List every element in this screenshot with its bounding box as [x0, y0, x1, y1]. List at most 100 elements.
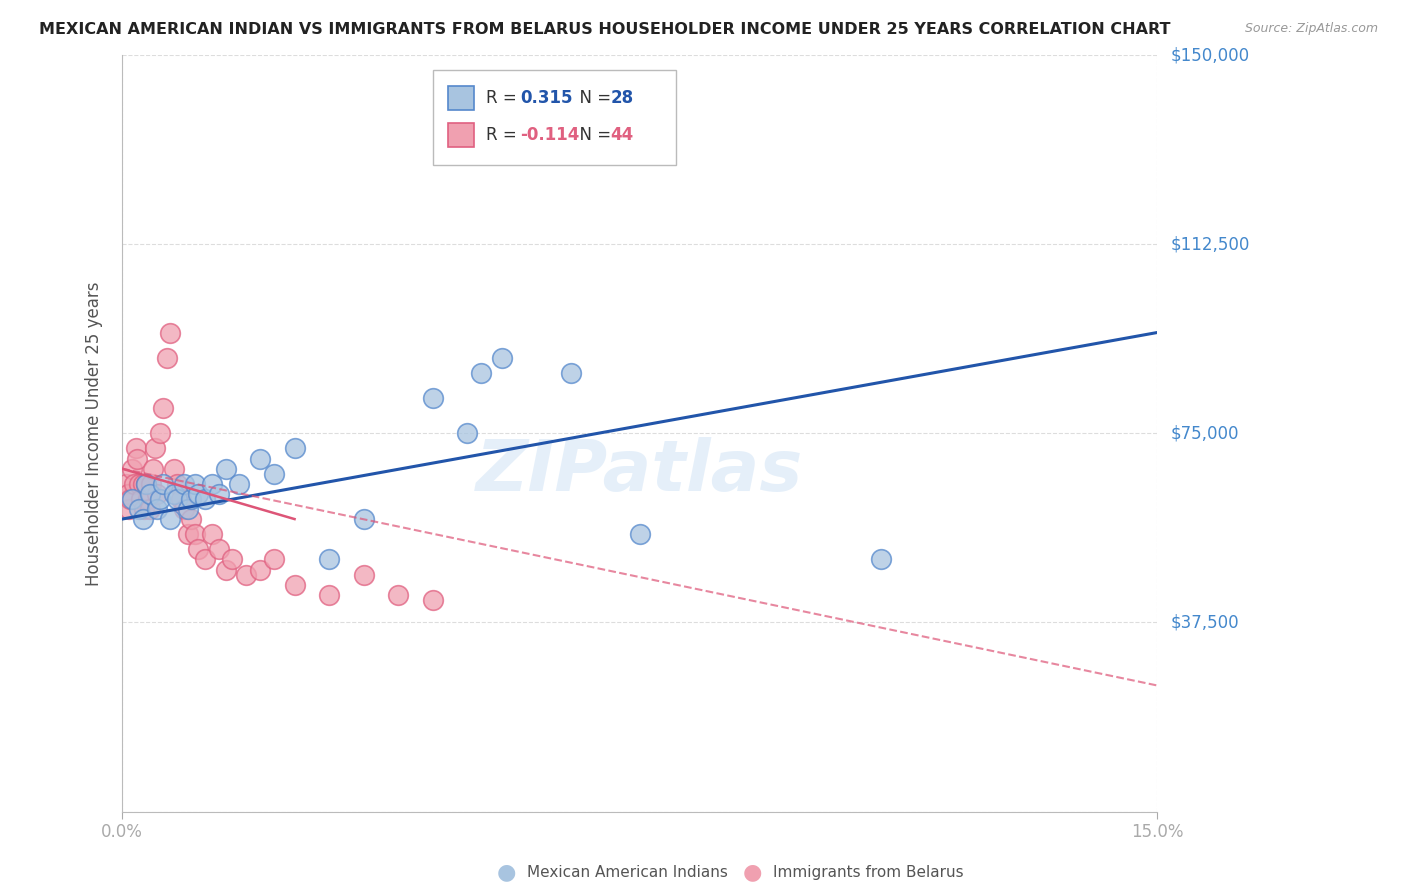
Point [120, 491, 142, 506]
Point [166, 491, 188, 506]
Text: ●: ● [496, 863, 516, 882]
Point [173, 476, 195, 491]
Point [628, 527, 651, 541]
FancyBboxPatch shape [449, 87, 474, 111]
Text: $112,500: $112,500 [1171, 235, 1250, 253]
Point [284, 577, 307, 591]
Point [194, 552, 217, 566]
Point [263, 552, 285, 566]
Point [208, 487, 231, 501]
Point [128, 502, 150, 516]
Point [180, 491, 202, 506]
Text: 0.315: 0.315 [520, 89, 574, 107]
Point [121, 461, 143, 475]
Point [180, 512, 202, 526]
Point [156, 351, 179, 365]
Point [208, 542, 231, 557]
Text: Source: ZipAtlas.com: Source: ZipAtlas.com [1244, 22, 1378, 36]
Point [318, 588, 340, 602]
Point [114, 476, 136, 491]
Text: N =: N = [569, 89, 617, 107]
Text: N =: N = [569, 126, 617, 144]
Point [263, 467, 285, 481]
Text: $150,000: $150,000 [1171, 46, 1250, 64]
Point [249, 451, 271, 466]
Point [149, 491, 172, 506]
Point [387, 588, 409, 602]
Point [145, 502, 167, 516]
Point [139, 476, 162, 491]
Point [135, 476, 157, 491]
Point [121, 491, 143, 506]
Point [201, 476, 224, 491]
Point [135, 476, 157, 491]
Point [142, 461, 165, 475]
Text: Mexican American Indians: Mexican American Indians [527, 865, 728, 880]
Point [152, 476, 174, 491]
Point [143, 442, 166, 456]
Point [353, 567, 375, 582]
Point [214, 461, 236, 475]
Point [152, 401, 174, 416]
Text: -0.114: -0.114 [520, 126, 579, 144]
Point [491, 351, 513, 365]
Point [159, 326, 181, 340]
Point [125, 442, 148, 456]
Point [127, 451, 149, 466]
Point [117, 487, 139, 501]
Point [353, 512, 375, 526]
Text: R =: R = [486, 126, 523, 144]
Point [138, 487, 160, 501]
Point [128, 476, 150, 491]
Text: 44: 44 [610, 126, 634, 144]
Point [235, 567, 257, 582]
Point [159, 512, 181, 526]
Point [187, 542, 209, 557]
Text: 28: 28 [610, 89, 634, 107]
Point [470, 366, 492, 380]
Point [214, 562, 236, 576]
Point [149, 426, 172, 441]
Text: MEXICAN AMERICAN INDIAN VS IMMIGRANTS FROM BELARUS HOUSEHOLDER INCOME UNDER 25 Y: MEXICAN AMERICAN INDIAN VS IMMIGRANTS FR… [39, 22, 1170, 37]
Text: Immigrants from Belarus: Immigrants from Belarus [773, 865, 965, 880]
Text: R =: R = [486, 89, 523, 107]
Point [138, 502, 160, 516]
Point [194, 491, 217, 506]
Text: ●: ● [742, 863, 762, 882]
Text: ZIPatlas: ZIPatlas [475, 437, 803, 506]
Point [131, 491, 153, 506]
Point [124, 476, 146, 491]
Point [456, 426, 478, 441]
Point [176, 502, 198, 516]
Text: $37,500: $37,500 [1171, 614, 1240, 632]
Point [422, 592, 444, 607]
Point [201, 527, 224, 541]
Point [136, 491, 159, 506]
Point [187, 487, 209, 501]
Point [132, 476, 155, 491]
Point [173, 502, 195, 516]
FancyBboxPatch shape [449, 122, 474, 146]
Point [163, 461, 186, 475]
Point [132, 512, 155, 526]
Y-axis label: Householder Income Under 25 years: Householder Income Under 25 years [86, 281, 103, 586]
Point [870, 552, 893, 566]
Point [176, 527, 198, 541]
Point [134, 502, 156, 516]
Point [183, 476, 205, 491]
Point [422, 391, 444, 405]
Text: $75,000: $75,000 [1171, 425, 1240, 442]
Point [318, 552, 340, 566]
Point [118, 502, 141, 516]
Point [166, 476, 188, 491]
Point [170, 491, 193, 506]
Point [221, 552, 243, 566]
Point [249, 562, 271, 576]
FancyBboxPatch shape [433, 70, 676, 165]
Point [228, 476, 250, 491]
Point [183, 527, 205, 541]
Point [145, 487, 167, 501]
Point [560, 366, 582, 380]
Point [284, 442, 307, 456]
Point [163, 487, 186, 501]
